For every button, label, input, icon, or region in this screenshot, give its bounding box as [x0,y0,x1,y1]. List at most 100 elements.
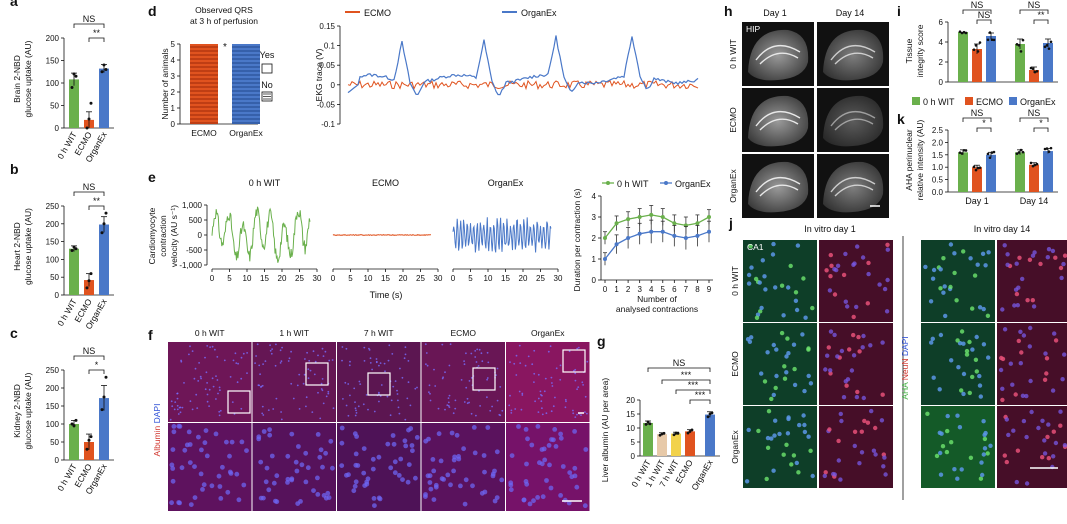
y-d-tick-label: 3 [171,72,176,81]
legend-d-no-label: No [261,80,273,90]
f-nucleus-dot [572,409,574,412]
j-cell-dot [964,352,970,357]
f-nucleus-dot-zoom [544,478,549,483]
f-nucleus-dot [306,351,308,354]
y-c-tick-label: 200 [46,384,60,393]
f-nucleus-dot [379,362,382,364]
f-nucleus-dot [218,414,221,417]
data-point-g [646,420,650,424]
bar-k-1-1 [1029,164,1039,192]
j-cell-dot [1040,418,1045,423]
f-nucleus-dot [217,392,219,395]
f-nucleus-dot [551,382,553,384]
y-c-tick-label: 100 [46,420,60,429]
f-nucleus-dot [354,407,357,410]
data-point-a [87,117,91,121]
sig-i-0-0-label: NS [971,0,984,10]
j-cell-dot [861,395,866,401]
f-nucleus-dot [586,360,589,363]
e-trace-series-2 [452,217,552,253]
y-d-tick-label: 2 [171,88,176,97]
e-x-tick-label-0: 30 [313,274,322,283]
f-nucleus-dot [312,350,315,353]
f-nucleus-dot [533,372,536,375]
f-nucleus-dot-zoom [402,438,408,444]
f-nucleus-dot [177,413,180,415]
f-nucleus-dot [513,362,516,365]
f-nucleus-dot-zoom [376,495,382,501]
j-cell-dot [826,345,831,350]
f-nucleus-dot [311,411,314,413]
sig-a-ns-bracket [73,23,105,28]
j-cell-dot [855,389,860,395]
f-nucleus-dot [298,408,301,410]
data-point-b [70,249,74,252]
j-cell-dot [781,452,786,457]
data-point-b [87,279,91,283]
f-nucleus-dot [208,405,211,407]
j-cell-dot [1062,352,1067,357]
y-dur-tick-label: 4 [592,192,597,201]
f-nuclei-4 [508,344,589,509]
f-nucleus-dot-zoom [218,496,224,501]
xlabel-dur-2: analysed contractions [616,304,698,314]
data-point-k [974,168,978,172]
f-nucleus-dot [269,344,271,347]
j-cell-dot [881,464,886,469]
j-cell-dot [774,347,779,352]
f-nucleus-dot [216,356,219,358]
f-nucleus-dot [508,404,511,407]
f-nucleus-dot [232,359,235,362]
f-nucleus-dot [466,402,469,405]
f-nucleus-dot-zoom [199,447,204,453]
sig-g-3-label: *** [695,390,706,400]
f-nucleus-dot [287,360,290,362]
sig-k-1-1-bracket [1033,127,1049,132]
f-nucleus-dot [384,370,386,373]
data-point-k [1015,152,1019,155]
f-nucleus-dot [416,386,418,389]
f-nucleus-dot [204,388,207,391]
j-cell-dot [981,306,986,312]
f-nucleus-dot [543,390,546,393]
j-cell-dot [930,276,936,281]
f-nuclei-2 [339,344,420,508]
data-point-g [686,431,690,435]
dur-x-tick-label: 3 [637,285,642,294]
f-nucleus-dot [486,378,488,381]
data-point-c [102,395,106,399]
f-nucleus-dot [401,376,404,379]
j-cell-dot [774,373,779,379]
f-nucleus-dot-zoom [192,464,197,469]
y-ekg-tick-label: -0.05 [317,100,336,109]
f-nucleus-dot-zoom [225,489,231,495]
data-point-k [960,152,964,155]
j-cells-1-1-1 [998,325,1067,403]
f-nucleus-dot-zoom [244,448,249,453]
f-nucleus-dot [550,410,553,413]
x-label-d-0: ECMO [191,128,217,138]
f-nucleus-dot [308,359,311,362]
j-cell-dot [866,260,871,266]
f-nucleus-dot-zoom [294,468,300,474]
f-nucleus-dot [554,396,556,399]
f-nucleus-dot-zoom [521,497,527,503]
bar-a-0 [69,79,79,128]
j-cell-dot [849,368,855,373]
y-dur-tick-label: 1 [592,255,597,264]
j-cell-dot [835,354,840,359]
f-nucleus-dot [463,401,466,403]
f-nucleus-dot [486,396,488,399]
panel-letter-h: h [724,3,733,19]
f-nucleus-dot [533,349,536,352]
j-cell-dot [756,428,761,434]
j-cell-dot [1040,455,1045,460]
j-cell-dot [980,251,986,256]
j-cells-2-0-1 [822,408,888,482]
bar-i-1-0 [1015,44,1025,82]
data-point-i [1045,44,1049,47]
f-nucleus-dot-zoom [344,472,349,478]
panel-h: h Day 1 Day 14 0 h WIT ECMO OrganEx HIP [724,3,889,218]
f-nucleus-dot [373,410,376,413]
